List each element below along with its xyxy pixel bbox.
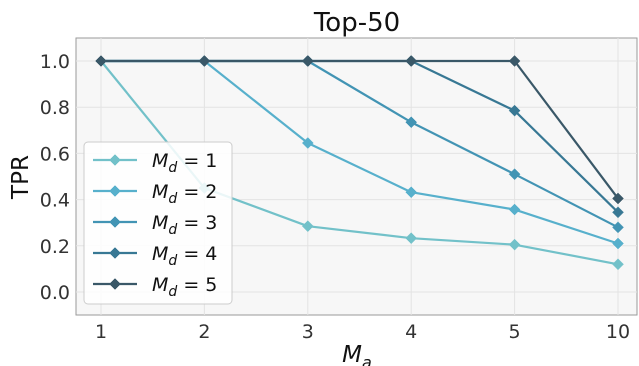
y-tick-label: 1.0 bbox=[40, 51, 70, 73]
legend-marker bbox=[109, 154, 121, 166]
x-tick-label: 10 bbox=[606, 321, 630, 343]
data-point bbox=[405, 55, 418, 67]
data-point bbox=[405, 232, 418, 245]
x-tick-label: 4 bbox=[405, 321, 417, 343]
legend-label: Md = 4 bbox=[152, 243, 217, 269]
data-point bbox=[508, 203, 521, 216]
data-point bbox=[508, 168, 521, 181]
x-axis-title: Ma bbox=[342, 342, 372, 366]
data-point bbox=[405, 116, 418, 129]
data-point bbox=[612, 192, 624, 205]
legend-label: Md = 1 bbox=[152, 150, 217, 176]
legend-box bbox=[83, 141, 233, 305]
y-axis-ticks: 0.0 0.2 0.4 0.6 0.8 1.0 bbox=[40, 51, 70, 304]
data-point bbox=[301, 55, 314, 67]
series-line bbox=[101, 59, 619, 200]
data-point bbox=[508, 104, 521, 117]
data-point bbox=[301, 137, 314, 149]
data-point bbox=[198, 55, 211, 67]
series-5 bbox=[95, 55, 624, 205]
data-point bbox=[301, 220, 314, 233]
y-tick-label: 0.6 bbox=[40, 143, 70, 165]
y-tick-label: 0.2 bbox=[40, 236, 70, 258]
x-tick-label: 3 bbox=[302, 321, 314, 343]
data-point bbox=[612, 258, 624, 271]
legend-label: Md = 2 bbox=[152, 181, 217, 207]
legend-label: Md = 3 bbox=[152, 212, 217, 238]
x-tick-label: 1 bbox=[95, 321, 107, 343]
data-point bbox=[612, 206, 624, 219]
x-tick-label: 5 bbox=[509, 321, 521, 343]
data-point bbox=[508, 55, 521, 67]
data-point bbox=[95, 55, 107, 67]
legend: Md = 1 Md = 2 Md = 3 Md = 4 Md = 5 bbox=[83, 141, 233, 305]
data-point bbox=[612, 237, 624, 250]
chart-title: Top-50 bbox=[313, 8, 400, 38]
data-point bbox=[508, 238, 521, 251]
y-tick-label: 0.8 bbox=[40, 97, 70, 119]
legend-label: Md = 5 bbox=[152, 274, 217, 300]
x-axis-ticks: 1 2 3 4 5 10 bbox=[95, 321, 630, 343]
data-point bbox=[612, 221, 624, 234]
data-point bbox=[405, 186, 418, 199]
y-tick-label: 0.0 bbox=[40, 282, 70, 304]
legend-marker bbox=[109, 278, 121, 290]
legend-marker bbox=[109, 216, 121, 228]
y-tick-label: 0.4 bbox=[40, 190, 70, 212]
legend-marker bbox=[109, 185, 121, 197]
x-tick-label: 2 bbox=[198, 321, 210, 343]
y-axis-title: TPR bbox=[8, 155, 34, 200]
legend-marker bbox=[109, 247, 121, 259]
